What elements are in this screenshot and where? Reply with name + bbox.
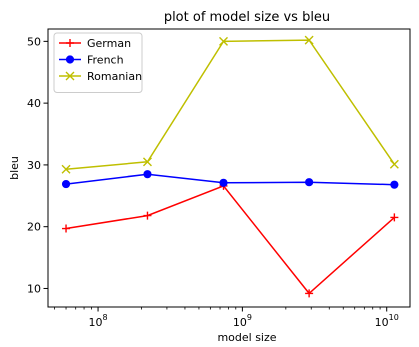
data-point-romanian bbox=[142, 157, 152, 167]
data-point-french bbox=[305, 178, 314, 187]
x-axis-label: model size bbox=[217, 331, 276, 344]
data-point-german bbox=[62, 224, 71, 233]
y-tick-label: 10 bbox=[27, 282, 41, 295]
series-line-german bbox=[65, 185, 395, 295]
data-point-german bbox=[390, 213, 399, 222]
x-tick-label: 109 bbox=[233, 313, 252, 329]
legend-marker-french bbox=[65, 55, 75, 64]
x-tick-label: 1010 bbox=[375, 313, 399, 329]
data-point-french bbox=[61, 179, 71, 189]
data-point-romanian bbox=[304, 35, 314, 45]
legend-box bbox=[53, 32, 143, 93]
data-point-french bbox=[143, 170, 152, 179]
data-point-romanian bbox=[61, 164, 71, 174]
legend-label-german: German bbox=[87, 37, 131, 50]
data-point-romanian bbox=[219, 36, 229, 46]
y-tick-label: 20 bbox=[27, 221, 41, 234]
data-point-french bbox=[390, 180, 399, 189]
y-tick-label: 50 bbox=[27, 35, 41, 48]
series-line-french bbox=[65, 173, 395, 186]
legend-label-french: French bbox=[87, 54, 124, 67]
y-axis-label: bleu bbox=[8, 156, 21, 180]
y-tick-label: 40 bbox=[27, 97, 41, 110]
data-point-german bbox=[143, 211, 152, 220]
chart-title: plot of model size vs bleu bbox=[164, 10, 330, 25]
data-point-french bbox=[219, 178, 228, 187]
x-tick-label: 108 bbox=[89, 313, 108, 329]
plot-frame bbox=[47, 28, 411, 308]
legend-marker-romanian bbox=[65, 71, 75, 81]
legend-marker-german bbox=[66, 39, 74, 47]
data-point-german bbox=[305, 289, 314, 298]
legend: German French Romanian bbox=[53, 32, 143, 93]
legend-label-romanian: Romanian bbox=[87, 70, 142, 83]
data-point-romanian bbox=[389, 159, 399, 169]
y-tick-label: 30 bbox=[27, 159, 41, 172]
